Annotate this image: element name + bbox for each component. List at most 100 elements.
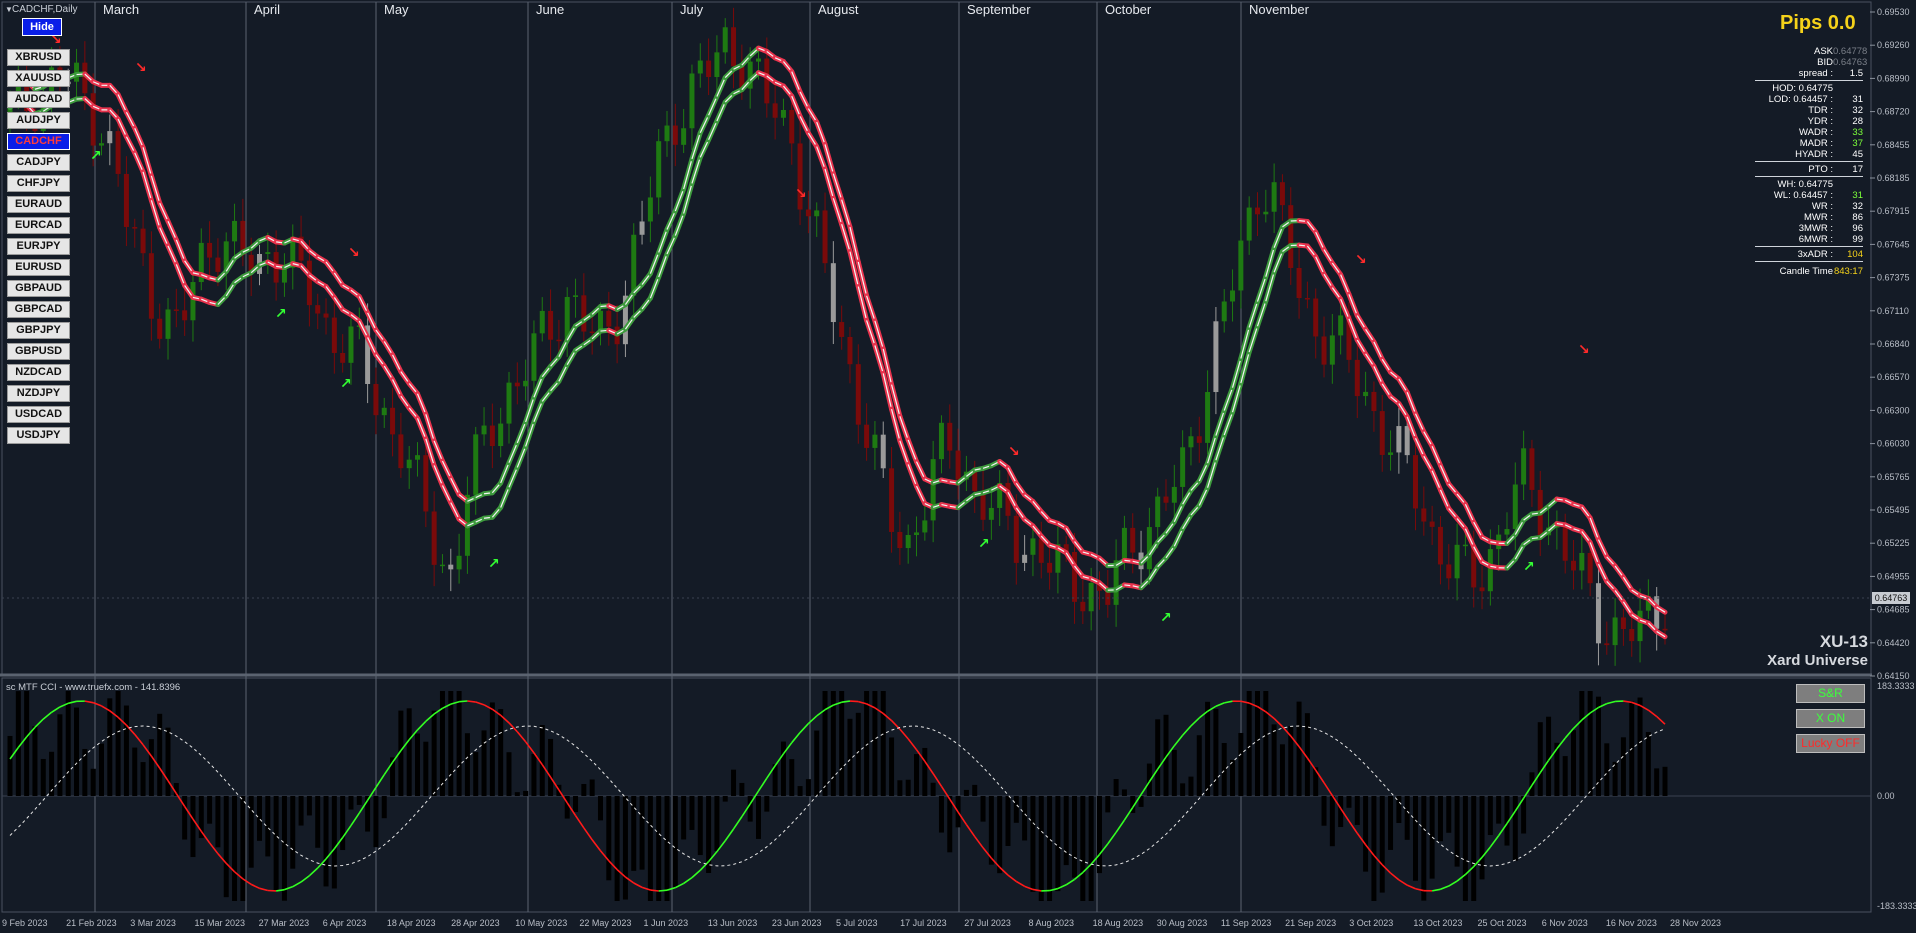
cci-bar — [1196, 735, 1202, 796]
price-tick-label: 0.67645 — [1877, 239, 1910, 249]
ma-band-upper-inner — [1065, 527, 1076, 542]
cci-line-segment — [549, 776, 560, 791]
indicator-frame — [1, 677, 1872, 913]
symbol-button-usdjpy[interactable]: USDJPY — [7, 427, 70, 444]
ma-band-upper-inner — [1439, 465, 1450, 485]
symbol-button-xbrusd[interactable]: XBRUSD — [7, 49, 70, 66]
cci-line-segment — [1598, 702, 1608, 709]
ma-band-lower-inner — [1007, 491, 1017, 509]
ma-band-lower-inner — [558, 364, 568, 382]
candle — [681, 108, 687, 154]
candle-body — [1047, 562, 1053, 573]
candle — [1554, 510, 1560, 550]
candle-body — [1354, 359, 1360, 397]
cci-bar — [1371, 796, 1377, 901]
cci-bar — [1546, 716, 1552, 796]
cci-line-segment — [1448, 880, 1458, 887]
stat-label: 3xADR : — [1797, 249, 1833, 260]
candle — [514, 362, 520, 405]
ma-band-lower-inner — [716, 101, 726, 122]
candle — [780, 98, 786, 126]
ma-band-upper-inner — [716, 77, 726, 97]
candle — [797, 121, 803, 226]
candle — [639, 200, 645, 245]
indicator-button-lucky-off[interactable]: Lucky OFF — [1796, 734, 1865, 753]
cci-bar — [880, 691, 886, 796]
candle — [1429, 505, 1435, 545]
symbol-button-nzdjpy[interactable]: NZDJPY — [7, 385, 70, 402]
symbol-button-cadjpy[interactable]: CADJPY — [7, 154, 70, 171]
current-bid-marker: 0.64763 — [1872, 592, 1910, 604]
candle — [331, 295, 337, 374]
date-tick-label: 17 Jul 2023 — [900, 918, 947, 928]
cci-bar — [897, 780, 903, 796]
symbol-button-eurusd[interactable]: EURUSD — [7, 259, 70, 276]
symbol-button-xauusd[interactable]: XAUUSD — [7, 70, 70, 87]
cci-bar — [706, 796, 712, 874]
symbol-button-eurjpy[interactable]: EURJPY — [7, 238, 70, 255]
cci-tick-label: -183.3333 — [1877, 901, 1916, 911]
candle-body — [1413, 455, 1419, 509]
candle — [1321, 316, 1327, 378]
price-tick-label: 0.65765 — [1877, 472, 1910, 482]
symbol-button-euraud[interactable]: EURAUD — [7, 196, 70, 213]
symbol-button-nzdcad[interactable]: NZDCAD — [7, 364, 70, 381]
symbol-button-eurcad[interactable]: EURCAD — [7, 217, 70, 234]
candle — [1338, 301, 1344, 355]
hide-button[interactable]: Hide — [22, 18, 62, 36]
cci-line-segment — [68, 700, 77, 705]
symbol-button-gbpjpy[interactable]: GBPJPY — [7, 322, 70, 339]
ma-band-upper-inner — [874, 320, 884, 350]
cci-bar — [90, 768, 96, 796]
ma-band-lower-inner — [1473, 546, 1483, 563]
candle — [1654, 587, 1660, 651]
ma-band-upper-inner — [225, 257, 236, 272]
date-tick-label: 27 Jul 2023 — [964, 918, 1011, 928]
cci-histogram — [7, 691, 1668, 901]
symbol-button-chfjpy[interactable]: CHFJPY — [7, 175, 70, 192]
cci-line-segment — [308, 867, 319, 877]
ma-band-upper-inner — [816, 121, 826, 145]
collapse-arrow-icon[interactable]: ▼ — [5, 5, 13, 14]
indicator-button-s-r[interactable]: S&R — [1796, 684, 1865, 703]
candle-body — [1080, 601, 1086, 612]
candle — [1288, 187, 1294, 285]
cci-bar — [963, 789, 969, 796]
cci-line-segment — [1082, 863, 1092, 874]
ma-band-upper-inner — [683, 158, 693, 190]
symbol-button-usdcad[interactable]: USDCAD — [7, 406, 70, 423]
cci-line-segment — [317, 858, 327, 869]
ma-band-lower-inner — [857, 286, 868, 321]
cci-line-segment — [1157, 756, 1167, 770]
ma-band-lower-inner — [1464, 528, 1475, 547]
cci-bar — [1063, 796, 1069, 866]
symbol-button-cadchf[interactable]: CADCHF — [7, 133, 70, 150]
cci-bar — [1604, 743, 1610, 796]
symbol-button-audjpy[interactable]: AUDJPY — [7, 112, 70, 129]
symbol-button-gbpusd[interactable]: GBPUSD — [7, 343, 70, 360]
ma-band-lower-inner — [849, 251, 859, 287]
stat-value: 96 — [1852, 223, 1863, 234]
cci-bar — [1562, 756, 1568, 796]
month-label: April — [254, 2, 281, 17]
symbol-button-gbpcad[interactable]: GBPCAD — [7, 301, 70, 318]
stat-row: WH: 0.64775 — [1755, 179, 1863, 190]
indicator-button-x-on[interactable]: X ON — [1796, 709, 1865, 728]
ma-band-lower-inner — [907, 464, 918, 487]
candle-body — [1379, 411, 1385, 455]
candle-body — [315, 305, 321, 314]
symbol-button-gbpaud[interactable]: GBPAUD — [7, 280, 70, 297]
candle — [672, 103, 678, 167]
cci-bar — [57, 714, 63, 796]
candle-body — [872, 434, 878, 448]
stat-row: spread : 1.5 — [1755, 68, 1863, 81]
cci-bar — [82, 748, 88, 796]
symbol-button-audcad[interactable]: AUDCAD — [7, 91, 70, 108]
stat-label: HOD: 0.64775 — [1772, 83, 1833, 94]
cci-bar — [930, 782, 936, 796]
cci-line-segment — [583, 827, 593, 841]
cci-bar — [464, 733, 470, 796]
candle-body — [564, 296, 570, 340]
cci-bar — [656, 796, 662, 901]
